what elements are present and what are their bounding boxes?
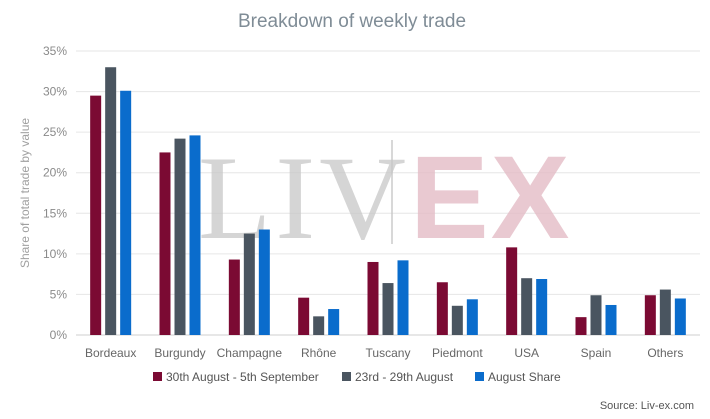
bar-champagne-series-1 bbox=[228, 259, 240, 335]
x-category-label: Champagne bbox=[217, 346, 283, 360]
y-tick-label: 25% bbox=[43, 125, 67, 139]
y-axis-label: Share of total trade by value bbox=[18, 118, 32, 268]
legend-swatch-1 bbox=[153, 372, 162, 381]
bar-spain-series-1 bbox=[575, 317, 587, 335]
bar-bordeaux-series-2 bbox=[105, 67, 117, 335]
bar-usa-series-1 bbox=[506, 247, 518, 335]
bar-bordeaux-series-1 bbox=[90, 95, 102, 335]
bar-spain-series-2 bbox=[590, 295, 602, 335]
y-tick-label: 10% bbox=[43, 247, 67, 261]
y-tick-label: 15% bbox=[43, 206, 67, 220]
bar-piedmont-series-3 bbox=[466, 299, 478, 335]
legend-swatch-2 bbox=[342, 372, 351, 381]
legend-label-2: 23rd - 29th August bbox=[355, 370, 454, 384]
x-axis-categories: Bordeaux Burgundy Champagne Rhône Tuscany Pie… bbox=[85, 346, 683, 360]
bar-burgundy-series-1 bbox=[159, 152, 171, 335]
bar-others-series-3 bbox=[674, 298, 686, 335]
watermark-liv: LIV bbox=[198, 131, 410, 264]
bar-burgundy-series-3 bbox=[189, 135, 201, 335]
bar-champagne-series-3 bbox=[258, 229, 270, 335]
x-category-label: Piedmont bbox=[432, 346, 483, 360]
bar-rhne-series-1 bbox=[298, 297, 310, 335]
watermark-ex: EX bbox=[410, 132, 571, 264]
x-category-label: Tuscany bbox=[366, 346, 411, 360]
bar-rhne-series-2 bbox=[313, 316, 325, 335]
bar-piedmont-series-1 bbox=[436, 282, 448, 335]
bar-tuscany-series-1 bbox=[367, 261, 379, 335]
legend-label-1: 30th August - 5th September bbox=[166, 370, 319, 384]
source-note: Source: Liv-ex.com bbox=[600, 400, 694, 412]
watermark: LIV EX bbox=[198, 131, 571, 264]
y-tick-label: 20% bbox=[43, 166, 67, 180]
x-category-label: Bordeaux bbox=[85, 346, 136, 360]
bar-rhne-series-3 bbox=[328, 309, 340, 335]
bar-usa-series-2 bbox=[521, 278, 533, 335]
y-axis-ticks: 0% 5% 10% 15% 20% 25% 30% 35% bbox=[43, 44, 67, 342]
bar-tuscany-series-3 bbox=[397, 260, 409, 335]
bar-tuscany-series-2 bbox=[382, 283, 394, 335]
legend: 30th August - 5th September 23rd - 29th A… bbox=[153, 370, 561, 384]
y-tick-label: 35% bbox=[43, 44, 67, 58]
bar-piedmont-series-2 bbox=[451, 305, 463, 335]
y-tick-label: 5% bbox=[50, 287, 68, 301]
legend-label-3: August Share bbox=[488, 370, 561, 384]
bar-champagne-series-2 bbox=[243, 233, 255, 335]
y-tick-label: 0% bbox=[50, 328, 68, 342]
bar-others-series-1 bbox=[644, 295, 656, 335]
y-tick-label: 30% bbox=[43, 85, 67, 99]
bar-spain-series-3 bbox=[605, 304, 617, 335]
bars bbox=[90, 67, 686, 335]
chart-title: Breakdown of weekly trade bbox=[238, 11, 466, 32]
bar-bordeaux-series-3 bbox=[120, 90, 132, 335]
x-category-label: Rhône bbox=[301, 346, 337, 360]
x-category-label: Others bbox=[647, 346, 683, 360]
bar-burgundy-series-2 bbox=[174, 138, 186, 335]
bar-usa-series-3 bbox=[536, 279, 548, 335]
x-category-label: Burgundy bbox=[154, 346, 205, 360]
x-category-label: USA bbox=[514, 346, 539, 360]
bar-others-series-2 bbox=[659, 289, 671, 335]
legend-swatch-3 bbox=[475, 372, 484, 381]
x-category-label: Spain bbox=[581, 346, 612, 360]
